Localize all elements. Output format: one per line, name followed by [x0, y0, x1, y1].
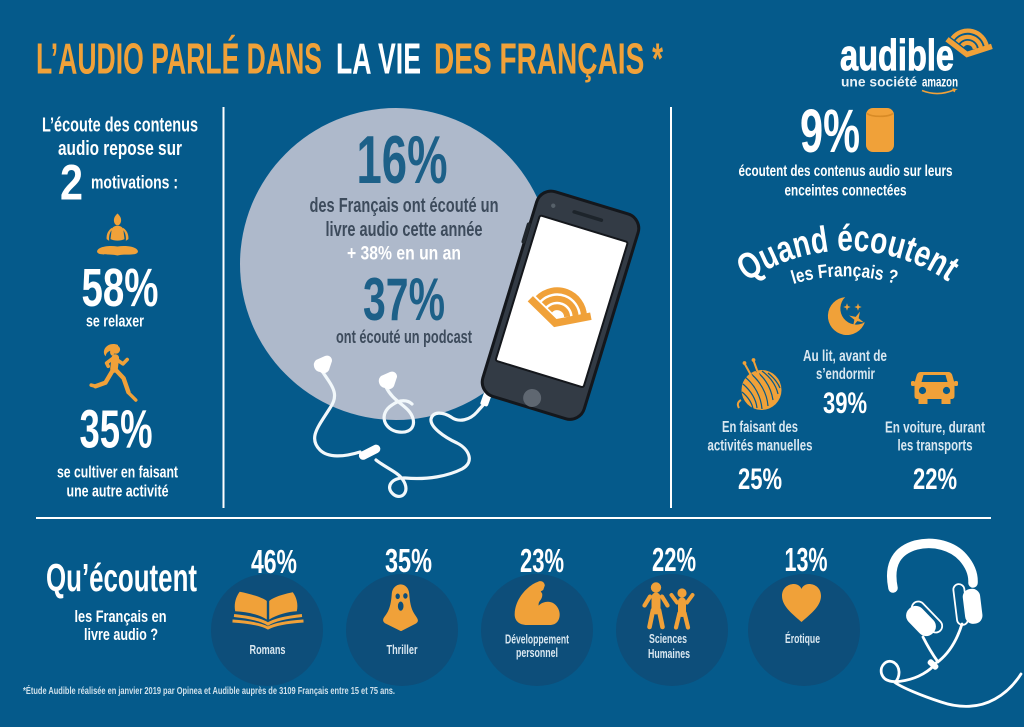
- svg-text:les transports: les transports: [898, 438, 973, 455]
- svg-text:En voiture, durant: En voiture, durant: [885, 420, 985, 437]
- svg-text:Romans: Romans: [250, 643, 286, 657]
- svg-text:Qu’écoutent: Qu’écoutent: [46, 557, 197, 600]
- svg-text:9%: 9%: [800, 97, 860, 165]
- svg-text:22%: 22%: [652, 541, 696, 578]
- svg-text:une société: une société: [841, 74, 917, 90]
- svg-text:39%: 39%: [823, 387, 867, 420]
- svg-text:activités manuelles: activités manuelles: [708, 438, 813, 455]
- svg-text:motivations :: motivations :: [91, 173, 178, 193]
- svg-text:livre audio ?: livre audio ?: [84, 625, 158, 644]
- svg-text:Développement: Développement: [505, 633, 570, 647]
- svg-text:*Étude Audible réalisée en jan: *Étude Audible réalisée en janvier 2019 …: [23, 684, 395, 697]
- svg-text:46%: 46%: [251, 543, 297, 580]
- svg-text:LA VIE: LA VIE: [336, 35, 421, 84]
- svg-text:audio repose sur: audio repose sur: [58, 138, 182, 160]
- svg-text:Humaines: Humaines: [648, 647, 690, 661]
- svg-text:Sciences: Sciences: [649, 632, 687, 646]
- svg-text:amazon: amazon: [922, 74, 958, 90]
- svg-text:Thriller: Thriller: [387, 643, 418, 657]
- svg-text:s’endormir: s’endormir: [816, 366, 875, 383]
- svg-text:L’écoute des contenus: L’écoute des contenus: [42, 115, 198, 137]
- svg-text:23%: 23%: [520, 542, 564, 579]
- svg-text:35%: 35%: [385, 542, 432, 579]
- svg-text:enceintes connectées: enceintes connectées: [785, 183, 907, 200]
- svg-text:se cultiver en faisant: se cultiver en faisant: [57, 463, 178, 482]
- svg-text:des Français ont écouté un: des Français ont écouté un: [310, 195, 499, 217]
- svg-text:Au lit, avant de: Au lit, avant de: [803, 348, 887, 365]
- svg-text:58%: 58%: [82, 258, 159, 318]
- svg-text:livre audio cette année: livre audio cette année: [326, 219, 483, 241]
- svg-text:écoutent des contenus audio su: écoutent des contenus audio sur leurs: [739, 163, 953, 180]
- svg-text:DES FRANÇAIS *: DES FRANÇAIS *: [434, 35, 664, 84]
- svg-text:2: 2: [60, 155, 83, 211]
- svg-text:37%: 37%: [363, 266, 445, 333]
- svg-text:personnel: personnel: [516, 646, 558, 660]
- svg-text:les Français en: les Français en: [75, 607, 167, 626]
- svg-text:35%: 35%: [80, 400, 153, 460]
- svg-text:L’AUDIO PARLÉ DANS: L’AUDIO PARLÉ DANS: [36, 34, 322, 84]
- svg-text:16%: 16%: [357, 122, 448, 198]
- svg-text:ont écouté un podcast: ont écouté un podcast: [336, 327, 472, 347]
- svg-text:une autre activité: une autre activité: [67, 482, 169, 501]
- svg-text:+ 38% en un an: + 38% en un an: [347, 244, 461, 265]
- svg-text:13%: 13%: [785, 541, 828, 578]
- svg-text:Érotique: Érotique: [785, 631, 820, 646]
- svg-text:En faisant des: En faisant des: [722, 419, 798, 436]
- svg-text:25%: 25%: [738, 463, 782, 496]
- svg-text:se relaxer: se relaxer: [86, 312, 144, 331]
- svg-text:audible: audible: [840, 31, 954, 80]
- svg-text:22%: 22%: [913, 463, 957, 496]
